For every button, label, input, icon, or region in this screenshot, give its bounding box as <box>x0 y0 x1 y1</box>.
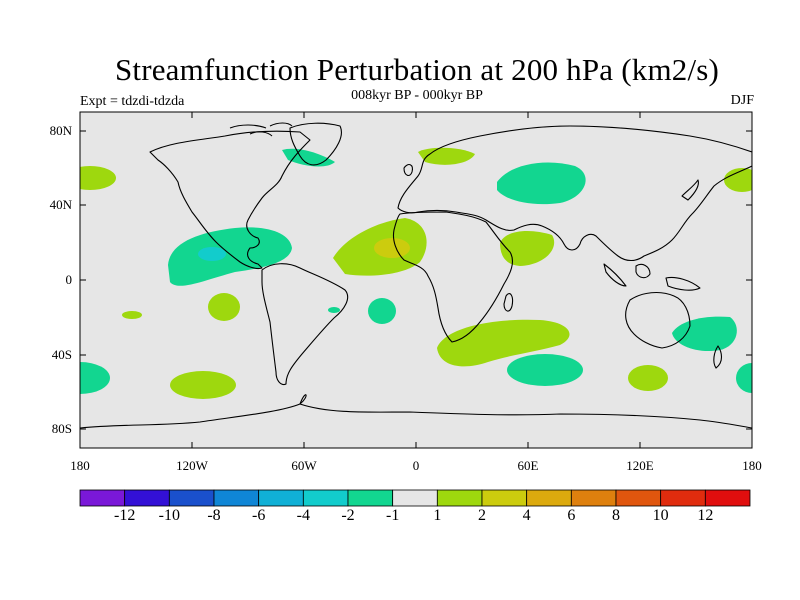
colorbar-swatch <box>347 489 394 507</box>
coastline-new-zealand <box>713 345 723 369</box>
colorbar-label: -12 <box>113 507 136 524</box>
colorbar-label: -1 <box>385 507 400 524</box>
coastline-antarctica <box>80 394 752 429</box>
colorbar-swatch <box>79 489 126 507</box>
coastline-new-guinea <box>665 276 701 291</box>
colorbar-label: 10 <box>652 507 669 524</box>
lon-label-180w: 180 <box>70 458 90 473</box>
colorbar-label: 1 <box>433 507 442 524</box>
anomaly-southern-africa <box>437 319 570 367</box>
colorbar <box>79 489 751 507</box>
colorbar-label: -10 <box>158 507 180 524</box>
coastlines <box>80 122 752 429</box>
coastline-north-america <box>149 130 311 270</box>
anomaly-east-australia <box>672 316 737 352</box>
anomaly-north-pacific-left <box>80 166 116 190</box>
lon-label-60w: 60W <box>291 458 317 473</box>
lat-label-80s: 80S <box>51 421 72 436</box>
colorbar-label: 2 <box>478 507 486 524</box>
lon-label-60e: 60E <box>517 458 539 473</box>
anomaly-south-atlantic-small <box>328 307 340 313</box>
colorbar-label: 6 <box>567 507 576 524</box>
lat-label-40n: 40N <box>49 197 72 212</box>
colorbar-label: 12 <box>697 507 714 524</box>
colorbar-label: -4 <box>296 507 310 524</box>
anomaly-greenland <box>282 148 335 167</box>
coastline-africa <box>392 211 513 343</box>
anomaly-central-asia <box>497 162 586 205</box>
coastline-sumatra <box>603 263 627 287</box>
anomaly-tropical-atlantic-core <box>374 238 410 258</box>
anomaly-south-of-australia <box>628 365 668 391</box>
colorbar-swatch <box>570 489 617 507</box>
lat-ticks <box>80 130 752 430</box>
anomaly-south-atlantic <box>368 298 396 324</box>
experiment-label: Expt = tdzdi-tdzda <box>80 94 185 109</box>
anomaly-np-central-america-core <box>198 247 226 261</box>
lon-label-0: 0 <box>412 458 420 473</box>
colorbar-swatch <box>660 489 706 507</box>
coastline-japan <box>681 179 699 201</box>
lon-ticks <box>191 112 641 448</box>
coastline-borneo <box>635 263 651 279</box>
lon-label-120e: 120E <box>626 458 654 473</box>
anomaly-eastern-south-pacific <box>170 371 236 399</box>
anomaly-east-africa <box>500 231 555 266</box>
colorbar-label: -8 <box>207 507 221 524</box>
anomaly-southern-indian <box>507 354 583 386</box>
colorbar-label: 4 <box>522 507 531 524</box>
lat-label-40s: 40S <box>51 347 72 362</box>
colorbar-swatch <box>615 489 662 507</box>
coastline-eurasia <box>397 125 752 262</box>
colorbar-swatch <box>124 489 170 507</box>
colorbar-swatch <box>526 489 572 507</box>
colorbar-swatch <box>258 489 304 507</box>
anomaly-south-pacific-subtropics <box>208 293 240 321</box>
colorbar-swatch <box>392 489 438 507</box>
colorbar-swatch <box>481 489 528 507</box>
anomaly-fields <box>80 147 752 399</box>
colorbar-swatch <box>436 489 483 507</box>
colorbar-swatch <box>704 489 751 507</box>
coastline-south-america <box>261 263 349 386</box>
colorbar-swatch <box>302 489 349 507</box>
coastline-madagascar <box>503 293 514 312</box>
colorbar-swatch <box>168 489 215 507</box>
anomaly-small-south-pacific <box>122 311 142 319</box>
colorbar-label: -2 <box>341 507 355 524</box>
lon-label-180e: 180 <box>742 458 762 473</box>
coastline-arctic-islands <box>229 122 293 137</box>
colorbar-label: 8 <box>612 507 620 524</box>
map-title: Streamfunction Perturbation at 200 hPa (… <box>114 52 720 87</box>
anomaly-north-pacific-right <box>724 168 752 192</box>
anomaly-np-central-america <box>168 227 292 286</box>
coastline-british-isles <box>403 163 413 177</box>
lat-label-0: 0 <box>65 272 73 287</box>
lon-label-120w: 120W <box>176 458 208 473</box>
coastline-greenland <box>289 122 342 166</box>
season-label: DJF <box>730 93 754 108</box>
map-subtitle: 008kyr BP - 000kyr BP <box>351 88 483 103</box>
colorbar-label: -6 <box>251 507 266 524</box>
lat-label-80n: 80N <box>49 123 72 138</box>
coastline-australia <box>625 291 691 349</box>
colorbar-swatch <box>213 489 260 507</box>
anomaly-se-pacific-right <box>736 363 752 393</box>
anomaly-se-pacific-left <box>80 362 110 394</box>
